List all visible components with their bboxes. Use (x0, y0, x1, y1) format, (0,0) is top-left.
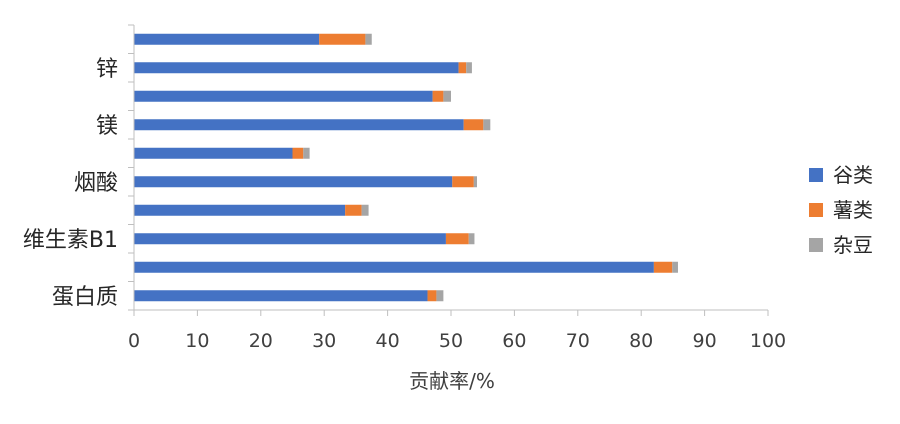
x-tick-label: 0 (128, 330, 140, 352)
bar-segment (452, 176, 474, 188)
bar-segment (473, 176, 477, 188)
legend-swatch (809, 168, 823, 182)
legend-swatch (809, 238, 823, 252)
x-tick-label: 30 (312, 330, 336, 352)
x-tick-label: 50 (439, 330, 463, 352)
bar-segment (345, 204, 362, 216)
bar-segment (443, 90, 451, 102)
x-tick-label: 70 (566, 330, 590, 352)
bar-segment (134, 204, 346, 216)
x-axis-ticks: 0 10 20 30 40 50 60 70 80 90 100 (128, 310, 786, 352)
legend-label: 谷类 (833, 163, 873, 187)
x-tick-label: 60 (502, 330, 526, 352)
bar-segment (427, 290, 437, 302)
bar-segment (458, 62, 467, 74)
bar-segment (468, 233, 475, 245)
x-tick-label: 90 (693, 330, 717, 352)
legend-label: 杂豆 (833, 233, 873, 257)
bar-segment (436, 290, 444, 302)
bar-segment (134, 233, 446, 245)
legend-swatch (809, 203, 823, 217)
x-tick-label: 40 (376, 330, 400, 352)
bar-segment (463, 119, 484, 131)
x-tick-label: 100 (750, 330, 786, 352)
bar-segment (134, 176, 453, 188)
bar-segment (445, 233, 469, 245)
category-label: 蛋白质 (52, 285, 118, 310)
bar-segment (466, 62, 472, 74)
x-tick-label: 80 (629, 330, 653, 352)
legend-label: 薯类 (833, 198, 873, 222)
bar-segment (483, 119, 491, 131)
bar-segment (134, 290, 428, 302)
category-label: 烟酸 (74, 171, 118, 196)
bar-segment (292, 147, 304, 159)
bar-segment (432, 90, 444, 102)
bar-segment (303, 147, 310, 159)
bar-segment (134, 147, 293, 159)
bar-segment (653, 261, 673, 273)
y-axis-ticks (128, 24, 134, 311)
bars-group (134, 33, 678, 302)
bar-segment (365, 33, 372, 45)
bar-segment (134, 62, 459, 74)
x-tick-label: 20 (249, 330, 273, 352)
bar-segment (361, 204, 369, 216)
x-tick-label: 10 (185, 330, 209, 352)
bar-segment (672, 261, 678, 273)
bar-segment (134, 90, 433, 102)
bar-segment (134, 119, 464, 131)
category-label: 镁 (96, 114, 118, 139)
bar-segment (319, 33, 366, 45)
category-label: 锌 (96, 57, 118, 82)
category-label: 维生素B1 (23, 228, 118, 253)
bar-segment (134, 33, 320, 45)
x-axis-title: 贡献率/% (409, 369, 495, 393)
bar-segment (134, 261, 654, 273)
